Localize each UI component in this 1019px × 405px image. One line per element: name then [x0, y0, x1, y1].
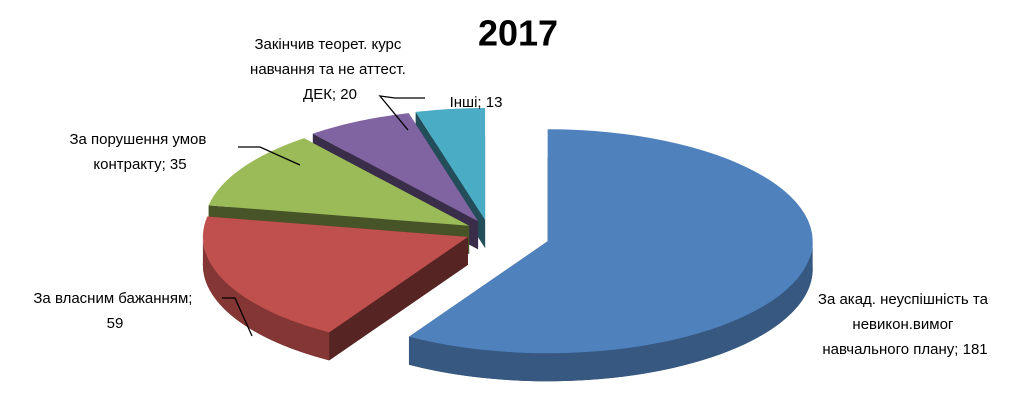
label-line: Інші; 13	[450, 94, 503, 111]
label-line: ДЕК; 20	[303, 86, 357, 103]
labels: За акад. неуспішність та невикон.вимог н…	[33, 36, 992, 358]
slice-wall	[202, 236, 330, 361]
data-label: Закінчив теорет. курс навчання та не атт…	[250, 36, 410, 103]
label-line: 59	[107, 315, 124, 332]
label-line: навчального плану; 181	[822, 341, 987, 358]
label-line: За власним бажанням;	[33, 290, 196, 307]
leader-line	[378, 95, 425, 131]
label-line: контракту; 35	[93, 156, 186, 173]
data-label: За власним бажанням; 59	[33, 290, 196, 332]
pie	[202, 108, 813, 382]
slice	[415, 108, 486, 221]
label-line: Закінчив теорет. курс	[254, 36, 405, 53]
data-label: За акад. неуспішність та невикон.вимог н…	[818, 291, 992, 358]
slice	[312, 113, 479, 222]
label-line: За акад. неуспішність та	[818, 291, 992, 308]
slice-side	[329, 236, 468, 361]
label-line: навчання та не аттест.	[250, 61, 410, 78]
slice	[202, 216, 468, 333]
slice	[408, 129, 813, 354]
label-line: невикон.вимог	[852, 316, 957, 333]
leader-line	[222, 297, 253, 337]
data-label: За порушення умов контракту; 35	[69, 131, 210, 173]
label-line: За порушення умов	[69, 131, 210, 148]
leader-line	[238, 146, 301, 166]
slice	[208, 138, 470, 226]
chart-title: 2017	[478, 13, 558, 54]
data-label: Інші; 13	[450, 94, 503, 111]
slice-wall	[408, 241, 813, 382]
